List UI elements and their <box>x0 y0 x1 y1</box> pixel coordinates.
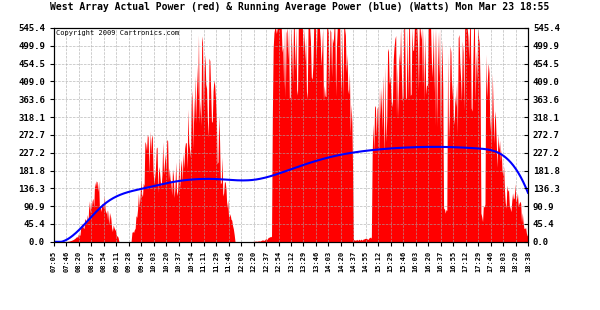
Text: West Array Actual Power (red) & Running Average Power (blue) (Watts) Mon Mar 23 : West Array Actual Power (red) & Running … <box>50 2 550 11</box>
Text: Copyright 2009 Cartronics.com: Copyright 2009 Cartronics.com <box>56 30 179 36</box>
